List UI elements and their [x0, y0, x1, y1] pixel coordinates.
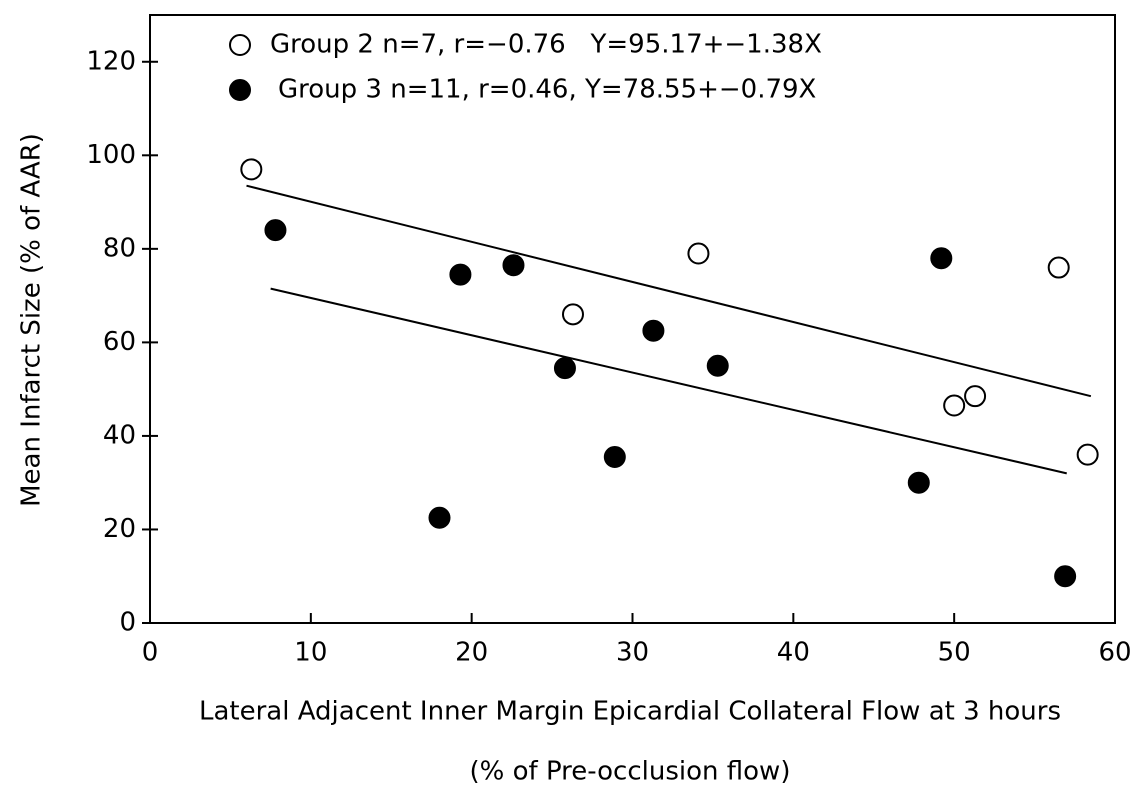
y-tick-label: 0 — [119, 608, 136, 638]
point — [1047, 256, 1070, 279]
y-tick-label: 60 — [103, 327, 136, 357]
point — [561, 303, 584, 326]
x-tick-label: 50 — [938, 638, 971, 668]
legend-marker — [229, 34, 251, 56]
legend-marker — [229, 79, 251, 101]
x-tick-label: 20 — [455, 638, 488, 668]
point — [449, 263, 472, 286]
point — [642, 319, 665, 342]
fit-line — [246, 184, 1092, 398]
x-tick-label: 40 — [777, 638, 810, 668]
point — [943, 394, 966, 417]
point — [1054, 565, 1077, 588]
x-tick-label: 60 — [1098, 638, 1131, 668]
point — [264, 219, 287, 242]
y-tick-label: 80 — [103, 233, 136, 263]
point — [502, 254, 525, 277]
y-tick-label: 120 — [86, 46, 136, 76]
legend-label: Group 2 n=7, r=−0.76 Y=95.17+−1.38X — [270, 30, 822, 60]
y-tick-label: 100 — [86, 140, 136, 170]
point — [1076, 443, 1099, 466]
point — [706, 354, 729, 377]
point — [428, 506, 451, 529]
x-axis-label: (% of Pre-occlusion flow) — [470, 757, 791, 787]
x-tick-label: 30 — [616, 638, 649, 668]
point — [240, 158, 263, 181]
point — [687, 242, 710, 265]
point — [907, 471, 930, 494]
point — [964, 385, 987, 408]
legend-label: Group 3 n=11, r=0.46, Y=78.55+−0.79X — [278, 75, 816, 105]
y-axis-label: Mean Infarct Size (% of AAR) — [17, 133, 47, 507]
point — [553, 357, 576, 380]
x-tick-label: 0 — [142, 638, 159, 668]
point — [930, 247, 953, 270]
x-tick-label: 10 — [294, 638, 327, 668]
y-tick-label: 20 — [103, 514, 136, 544]
point — [603, 445, 626, 468]
plot-frame — [149, 14, 1116, 624]
fit-line — [270, 287, 1067, 475]
x-axis-label: Lateral Adjacent Inner Margin Epicardial… — [199, 697, 1061, 727]
y-tick-label: 40 — [103, 420, 136, 450]
